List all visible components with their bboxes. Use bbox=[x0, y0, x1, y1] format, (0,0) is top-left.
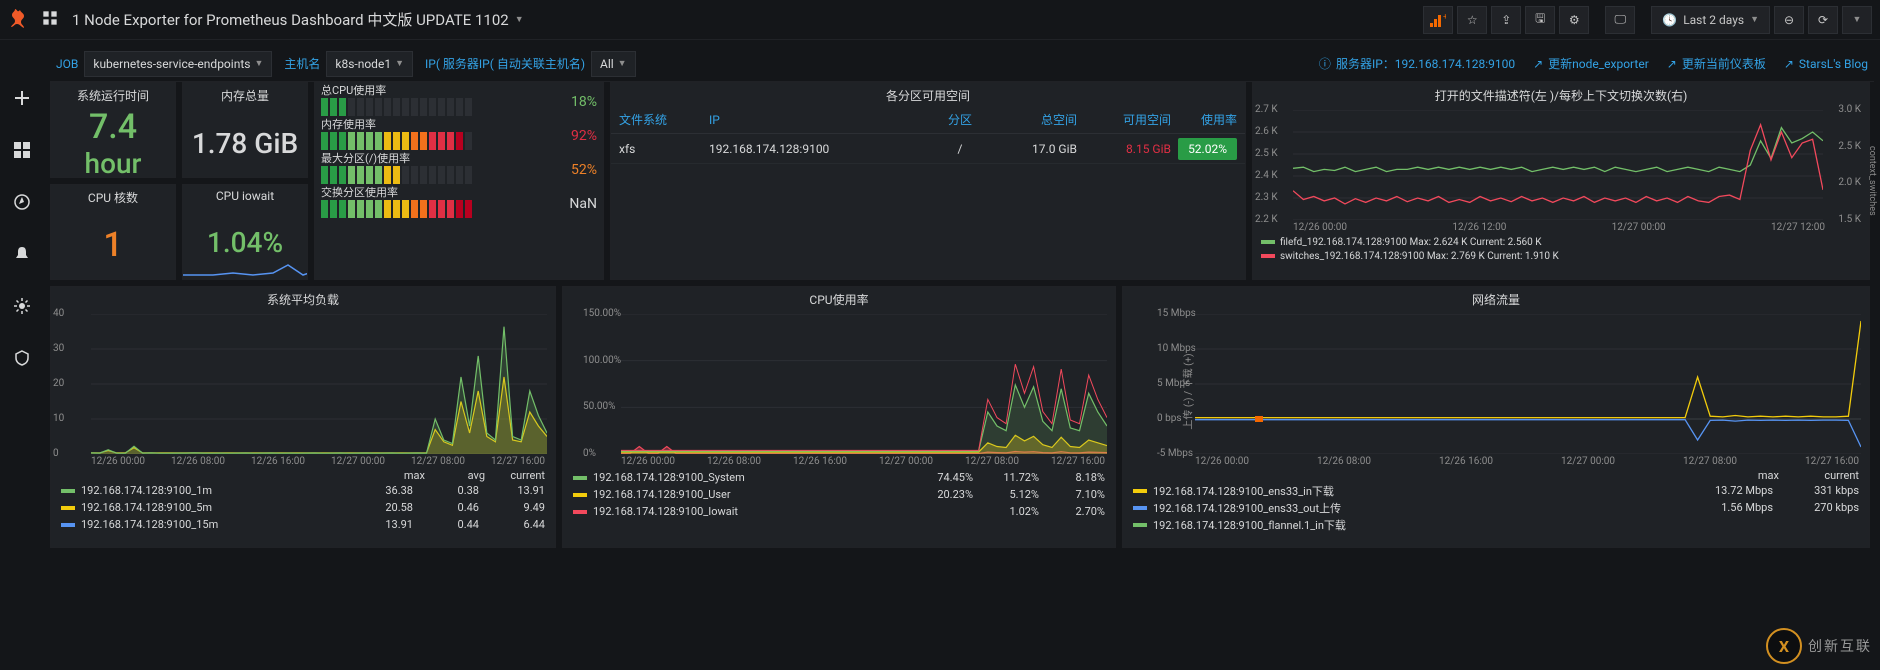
panel-disk-table[interactable]: 各分区可用空间 文件系统 IP 分区 总空间 可用空间 使用率 xfs 192.… bbox=[610, 82, 1246, 280]
chevron-down-icon: ▼ bbox=[515, 14, 524, 25]
dashboard-title[interactable]: 1 Node Exporter for Prometheus Dashboard… bbox=[72, 9, 524, 30]
panel-fd-switches[interactable]: 打开的文件描述符(左 )/每秒上下文切换次数(右) 2.7 K2.6 K2.5 … bbox=[1252, 82, 1870, 280]
panel-cpu-cores[interactable]: CPU 核数 1 bbox=[50, 184, 176, 280]
var-job-select[interactable]: kubernetes-service-endpoints▼ bbox=[84, 51, 272, 77]
server-admin-icon[interactable] bbox=[10, 346, 34, 370]
time-range-button[interactable]: 🕓 Last 2 days ▼ bbox=[1651, 6, 1770, 34]
gauge-cpu: 总CPU使用率 18% bbox=[315, 85, 603, 119]
gauge-mem: 内存使用率 92% bbox=[315, 119, 603, 153]
alerting-icon[interactable] bbox=[10, 242, 34, 266]
panel-network[interactable]: 网络流量 上传 (-) / 下载 (+) 15 Mbps10 Mbps5 Mbp… bbox=[1122, 286, 1870, 548]
zoom-out-button[interactable]: ⊖ bbox=[1774, 6, 1804, 34]
legend-row[interactable]: 192.168.174.128:9100_5m20.580.469.49 bbox=[61, 499, 545, 516]
legend-row[interactable]: 192.168.174.128:9100_15m13.910.446.44 bbox=[61, 516, 545, 533]
star-button[interactable]: ☆ bbox=[1457, 6, 1487, 34]
watermark: X 创新互联 bbox=[1766, 628, 1872, 664]
external-link-icon: ↗ bbox=[1667, 57, 1677, 71]
link-blog[interactable]: ↗StarsL's Blog bbox=[1784, 57, 1868, 71]
link-update-dashboard[interactable]: ↗更新当前仪表板 bbox=[1667, 55, 1766, 72]
configuration-icon[interactable] bbox=[10, 294, 34, 318]
create-icon[interactable] bbox=[10, 86, 34, 110]
svg-text:+: + bbox=[1443, 13, 1446, 21]
var-ip-label: IP( 服务器IP( 自动关联主机名) bbox=[425, 55, 585, 72]
panel-uptime[interactable]: 系统运行时间 7.4hour bbox=[50, 82, 176, 178]
legend-row[interactable]: 192.168.174.128:9100_Iowait1.02%2.70% bbox=[573, 503, 1105, 520]
legend-row[interactable]: 192.168.174.128:9100_System74.45%11.72%8… bbox=[573, 469, 1105, 486]
link-update-exporter[interactable]: ↗更新node_exporter bbox=[1533, 55, 1649, 72]
gauge-partition: 最大分区(/)使用率 52% bbox=[315, 153, 603, 187]
grafana-logo-icon[interactable] bbox=[8, 8, 32, 32]
settings-button[interactable]: ⚙ bbox=[1559, 6, 1589, 34]
var-host-select[interactable]: k8s-node1▼ bbox=[326, 51, 413, 77]
refresh-interval-button[interactable]: ▼ bbox=[1842, 6, 1872, 34]
cycle-view-button[interactable]: 🖵 bbox=[1605, 6, 1635, 34]
save-button[interactable]: 🖫 bbox=[1525, 6, 1555, 34]
table-header: 文件系统 IP 分区 总空间 可用空间 使用率 bbox=[611, 106, 1245, 134]
panel-iowait[interactable]: CPU iowait 1.04% bbox=[182, 184, 308, 280]
clock-icon: 🕓 bbox=[1662, 13, 1677, 27]
panel-load[interactable]: 系统平均负载 403020100 12/26 00:0012/26 08:001… bbox=[50, 286, 556, 548]
panel-mem-total[interactable]: 内存总量 1.78 GiB bbox=[182, 82, 308, 178]
var-host-label: 主机名 bbox=[284, 55, 320, 72]
panel-gauges[interactable]: 总CPU使用率 18% 内存使用率 92% 最大分区(/)使用率 52% 交换分… bbox=[314, 82, 604, 280]
explore-icon[interactable] bbox=[10, 190, 34, 214]
info-icon: ⓘ bbox=[1319, 55, 1331, 72]
dashboard-grid-icon[interactable] bbox=[42, 10, 62, 30]
share-button[interactable]: ⇪ bbox=[1491, 6, 1521, 34]
external-link-icon: ↗ bbox=[1533, 57, 1543, 71]
external-link-icon: ↗ bbox=[1784, 57, 1794, 71]
legend-row[interactable]: 192.168.174.128:9100_flannel.1_in下载 bbox=[1133, 516, 1859, 533]
sparkline bbox=[183, 259, 307, 279]
legend-row[interactable]: 192.168.174.128:9100_1m36.380.3813.91 bbox=[61, 482, 545, 499]
legend-row[interactable]: 192.168.174.128:9100_ens33_in下载13.72 Mbp… bbox=[1133, 482, 1859, 499]
panel-cpu-usage[interactable]: CPU使用率 150.00%100.00%50.00%0% 12/26 00:0… bbox=[562, 286, 1116, 548]
refresh-button[interactable]: ⟳ bbox=[1808, 6, 1838, 34]
dashboards-icon[interactable] bbox=[10, 138, 34, 162]
link-serverip[interactable]: ⓘ服务器IP：192.168.174.128:9100 bbox=[1319, 55, 1515, 72]
table-row: xfs 192.168.174.128:9100 / 17.0 GiB 8.15… bbox=[611, 134, 1245, 164]
var-ip-select[interactable]: All▼ bbox=[591, 51, 636, 77]
gauge-swap: 交换分区使用率 NaN bbox=[315, 187, 603, 221]
legend-row[interactable]: 192.168.174.128:9100_ens33_out上传1.56 Mbp… bbox=[1133, 499, 1859, 516]
add-panel-button[interactable]: + bbox=[1423, 6, 1453, 34]
legend-row[interactable]: 192.168.174.128:9100_User20.23%5.12%7.10… bbox=[573, 486, 1105, 503]
var-job-label: JOB bbox=[56, 57, 78, 71]
